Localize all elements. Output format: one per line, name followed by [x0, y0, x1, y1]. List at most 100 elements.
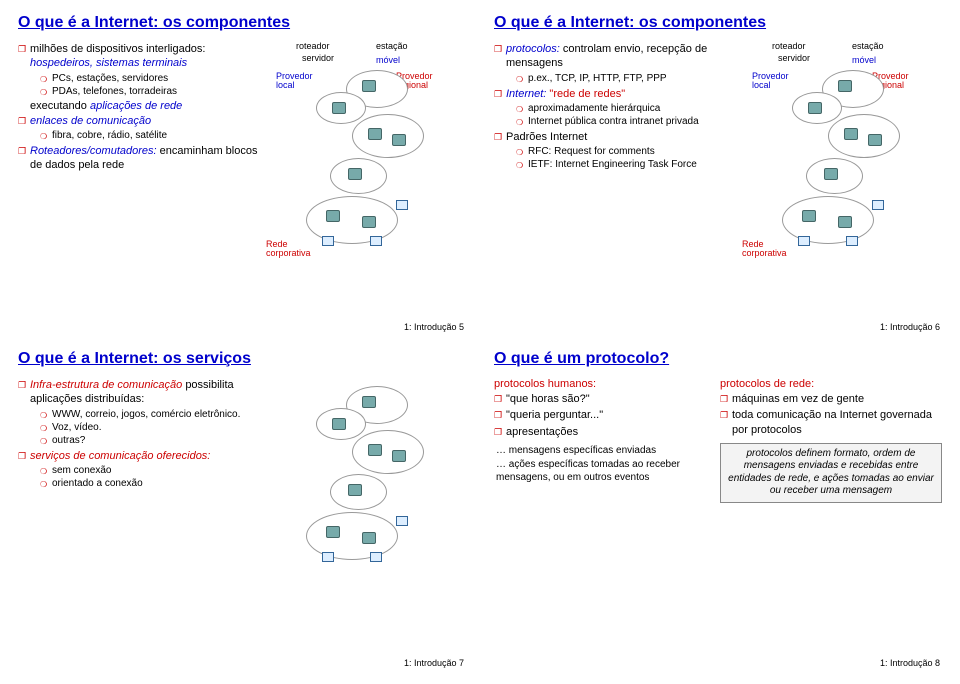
pc-icon [396, 200, 408, 210]
pc-icon [370, 236, 382, 246]
bullet-sub: p.ex., TCP, IP, HTTP, FTP, PPP [516, 73, 738, 85]
bullet: milhões de dispositivos interligados: ho… [18, 42, 262, 71]
slide-4-title: O que é um protocolo? [494, 350, 942, 368]
network-diagram [266, 376, 466, 654]
network-diagram: roteador servidor estação móvel Provedor… [266, 40, 466, 318]
slide-4-footer: 1: Introdução 8 [880, 658, 940, 668]
text-line: executando aplicações de rede [18, 100, 262, 112]
label-servidor: servidor [302, 54, 334, 63]
slide-3: O que é a Internet: os serviços Infra-es… [10, 346, 474, 670]
bullet: máquinas em vez de gente [720, 392, 942, 406]
pc-icon [872, 200, 884, 210]
router-icon [808, 102, 822, 114]
text-em: enlaces de comunicação [30, 115, 151, 127]
slide-4: O que é um protocolo? protocolos humanos… [486, 346, 950, 670]
slide-4-content: protocolos humanos: "que horas são?" "qu… [494, 376, 942, 654]
section-head: protocolos de rede: [720, 378, 942, 390]
slide-1-title: O que é a Internet: os componentes [18, 14, 466, 32]
cloud-icon [306, 512, 398, 560]
section-head: protocolos humanos: [494, 378, 716, 390]
label-prov-local: Provedor local [752, 72, 800, 90]
label-servidor: servidor [778, 54, 810, 63]
slide-3-content: Infra-estrutura de comunicação possibili… [18, 376, 466, 654]
label-movel: móvel [852, 56, 876, 65]
slide-4-left: protocolos humanos: "que horas são?" "qu… [494, 376, 716, 654]
slide-grid: O que é a Internet: os componentes milhõ… [10, 10, 950, 670]
router-icon [362, 216, 376, 228]
slide-2-footer: 1: Introdução 6 [880, 322, 940, 332]
text-red: serviços de comunicação oferecidos: [30, 450, 210, 462]
bullet: "que horas são?" [494, 392, 716, 406]
network-diagram: roteador servidor estação móvel Provedor… [742, 40, 942, 318]
label-prov-local: Provedor local [276, 72, 324, 90]
router-icon [392, 134, 406, 146]
router-icon [844, 128, 858, 140]
pc-icon [322, 552, 334, 562]
cloud-icon [828, 114, 900, 158]
router-icon [392, 450, 406, 462]
bullet: apresentações [494, 425, 716, 439]
text-red: Infra-estrutura de comunicação [30, 379, 182, 391]
label-movel: móvel [376, 56, 400, 65]
router-icon [326, 210, 340, 222]
text-em: Roteadores/comutadores: [30, 145, 157, 157]
text-em: protocolos: [506, 43, 560, 55]
bullet-sub: RFC: Request for comments [516, 146, 738, 158]
cloud-icon [352, 430, 424, 474]
router-icon [868, 134, 882, 146]
slide-2-title: O que é a Internet: os componentes [494, 14, 942, 32]
cloud-icon [352, 114, 424, 158]
bullet: Padrões Internet [494, 130, 738, 144]
router-icon [332, 102, 346, 114]
slide-3-text: Infra-estrutura de comunicação possibili… [18, 376, 262, 654]
text-em: Internet: [506, 88, 546, 100]
router-icon [362, 396, 376, 408]
router-icon [362, 532, 376, 544]
text-em: hospedeiros, sistemas terminais [30, 57, 187, 69]
pc-icon [396, 516, 408, 526]
router-icon [824, 168, 838, 180]
bullet: Internet: "rede de redes" [494, 87, 738, 101]
router-icon [332, 418, 346, 430]
router-icon [802, 210, 816, 222]
slide-1-text: milhões de dispositivos interligados: ho… [18, 40, 262, 318]
router-icon [348, 168, 362, 180]
slide-4-right: protocolos de rede: máquinas em vez de g… [720, 376, 942, 654]
text-em: aplicações de rede [90, 100, 182, 112]
pc-icon [798, 236, 810, 246]
bullet: enlaces de comunicação [18, 114, 262, 128]
slide-2-content: protocolos: controlam envio, recepção de… [494, 40, 942, 318]
bullet: serviços de comunicação oferecidos: [18, 449, 262, 463]
bullet: "queria perguntar..." [494, 408, 716, 422]
definition-box: protocolos definem formato, ordem de men… [720, 443, 942, 503]
text-block: … ações específicas tomadas ao receber m… [494, 459, 716, 484]
text-red: "rede de redes" [549, 88, 625, 100]
bullet-sub: Voz, vídeo. [40, 422, 262, 434]
router-icon [838, 80, 852, 92]
label-estacao: estação [852, 42, 884, 51]
router-icon [838, 216, 852, 228]
pc-icon [322, 236, 334, 246]
label-rede-corp: Rede corporativa [266, 240, 322, 258]
slide-2-text: protocolos: controlam envio, recepção de… [494, 40, 738, 318]
text: executando [30, 100, 87, 112]
router-icon [326, 526, 340, 538]
bullet-sub: orientado a conexão [40, 478, 262, 490]
bullet-sub: IETF: Internet Engineering Task Force [516, 159, 738, 171]
bullet-sub: PDAs, telefones, torradeiras [40, 86, 262, 98]
bullet-sub: sem conexão [40, 465, 262, 477]
cloud-icon [306, 196, 398, 244]
bullet: Roteadores/comutadores: encaminham bloco… [18, 144, 262, 173]
label-roteador: roteador [772, 42, 806, 51]
bullet-sub: WWW, correio, jogos, comércio eletrônico… [40, 409, 262, 421]
pc-icon [846, 236, 858, 246]
pc-icon [370, 552, 382, 562]
router-icon [362, 80, 376, 92]
bullet-sub: PCs, estações, servidores [40, 73, 262, 85]
router-icon [368, 444, 382, 456]
bullet-sub: aproximadamente hierárquica [516, 103, 738, 115]
label-roteador: roteador [296, 42, 330, 51]
bullet: protocolos: controlam envio, recepção de… [494, 42, 738, 71]
bullet-sub: outras? [40, 435, 262, 447]
bullet: Infra-estrutura de comunicação possibili… [18, 378, 262, 407]
